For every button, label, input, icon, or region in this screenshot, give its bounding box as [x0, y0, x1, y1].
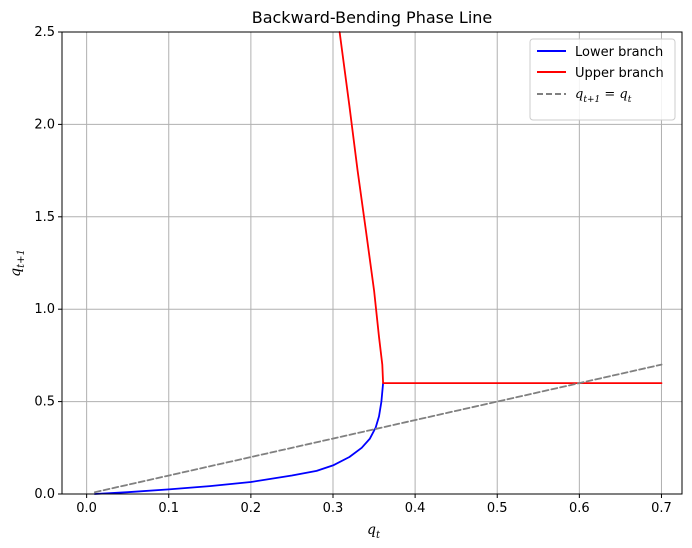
y-tick-label: 2.5	[34, 25, 55, 40]
x-tick-label: 0.1	[158, 501, 179, 516]
y-tick-label: 0.5	[34, 395, 55, 410]
legend: Lower branch Upper branch qt+1 = qt	[529, 38, 676, 121]
chart-title: Backward-Bending Phase Line	[252, 8, 493, 27]
legend-box	[529, 38, 676, 121]
legend-label-lower: Lower branch	[575, 45, 663, 60]
y-axis-title-sub: t+1	[16, 249, 27, 268]
legend-label-identity: qt+1 = qt	[575, 87, 632, 105]
x-tick-label: 0.2	[241, 501, 262, 516]
y-axis-title-main: q	[8, 268, 24, 277]
x-tick-label: 0.6	[569, 501, 590, 516]
y-tick-label: 1.5	[34, 210, 55, 225]
series-line-1	[338, 31, 663, 385]
legend-label-upper: Upper branch	[575, 66, 664, 81]
legend-identity-q1: q	[575, 87, 583, 102]
legend-identity-q2: q	[619, 87, 627, 102]
x-tick-label: 0.5	[487, 501, 508, 516]
legend-identity-eq: =	[600, 87, 619, 102]
y-tick-label: 1.0	[34, 302, 55, 317]
x-axis-title-sub: t	[376, 530, 381, 541]
x-axis-title: qt	[367, 522, 381, 541]
plot-frame	[61, 31, 683, 495]
y-tick-label: 0.0	[34, 487, 55, 502]
series-layer	[93, 31, 663, 495]
series-line-2	[93, 363, 663, 494]
ticks: 0.0 0.1 0.2 0.3 0.4 0.5 0.6 0.7 0.0 0.5 1.0 1.5 2.0 2…	[34, 25, 672, 516]
legend-identity-sub1: t+1	[583, 95, 600, 105]
y-axis-title: qt+1	[8, 249, 27, 277]
y-tick-label: 2.0	[34, 117, 55, 132]
series-line-0	[93, 382, 385, 495]
x-tick-label: 0.3	[323, 501, 344, 516]
x-tick-label: 0.4	[405, 501, 426, 516]
x-tick-label: 0.0	[76, 501, 97, 516]
x-axis-title-main: q	[367, 522, 376, 538]
legend-identity-sub2: t	[628, 95, 632, 105]
x-tick-label: 0.7	[651, 501, 672, 516]
